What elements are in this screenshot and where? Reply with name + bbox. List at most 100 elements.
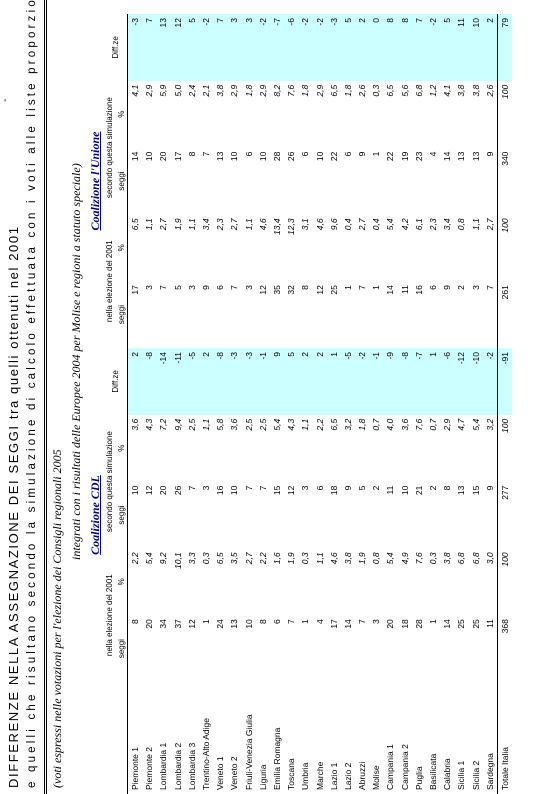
diff-cell: -8: [397, 347, 412, 415]
seats-cell: 3: [201, 485, 212, 491]
seats-cell: 16: [215, 485, 226, 496]
percent-cell: 1,1: [300, 418, 311, 431]
seats-cell: 7: [158, 285, 169, 290]
seats-cell: 19: [399, 151, 410, 162]
subheader: nella elezione del 2001: [104, 240, 114, 323]
title: e quelli che risultano secondo la simula…: [26, 0, 38, 788]
seats-cell: 1: [428, 619, 439, 624]
table-row: Molise 3 0,8 2 0,7 -1 1 0,4 1 0,3 0: [369, 14, 384, 794]
percent-cell: 1,9: [357, 552, 368, 565]
percent-cell: 6,8: [470, 552, 481, 565]
percent-cell: 4,3: [144, 418, 155, 431]
percent-cell: 3,3: [186, 552, 197, 565]
table-row: Campania 1 20 5,4 11 4,0 -9 14 5,4 22 6,5 8: [383, 14, 398, 794]
diff-cell: -2: [198, 14, 214, 81]
diff-cell: 2: [482, 14, 498, 81]
percent-cell: 2,9: [229, 84, 240, 97]
diff-cell: -6: [440, 347, 455, 415]
region-name: Piemonte 2: [144, 747, 155, 790]
percent-cell: 3,4: [201, 218, 212, 231]
region-name: Lazio 1: [328, 762, 339, 790]
seats-cell: 12: [286, 485, 297, 496]
seats-cell: 12: [257, 285, 268, 295]
seats-cell: 1: [201, 619, 212, 624]
rule: [44, 0, 45, 794]
seats-cell: 26: [172, 485, 183, 496]
percent-cell: 3,2: [484, 418, 495, 431]
percent-cell: 6,5: [328, 84, 339, 97]
percent-cell: 2,5: [186, 418, 197, 431]
seats-cell: 7: [243, 485, 254, 491]
table-row: Toscana 7 1,9 12 4,3 5 32 12,3 26 7,6 -6: [284, 14, 299, 794]
percent-cell: 1,1: [144, 218, 155, 231]
percent-cell: 3,8: [342, 552, 353, 565]
percent-cell: 1,9: [286, 552, 297, 565]
percent-cell: 2,1: [201, 84, 212, 97]
unit-header: seggi: [115, 147, 128, 215]
diff-cell: 5: [184, 14, 199, 81]
percent-cell: 5,4: [385, 552, 396, 565]
seats-cell: 5: [357, 485, 368, 491]
percent-cell: 1,1: [243, 218, 254, 231]
seats-cell: 6: [342, 151, 353, 157]
seats-cell: 6: [314, 485, 325, 491]
seats-cell: 4: [428, 151, 439, 157]
percent-cell: 3,8: [215, 84, 226, 97]
subtitle: integrati con i risultati delle Europee …: [69, 163, 83, 560]
seats-cell: 9: [201, 285, 212, 290]
diff-cell: -8: [142, 347, 157, 415]
unit-header: %: [115, 214, 128, 282]
percent-cell: 9,6: [328, 218, 339, 231]
percent-cell: 4,7: [456, 418, 467, 431]
seats-cell: 5: [172, 285, 183, 290]
seats-cell: 32: [286, 285, 297, 295]
seats-cell: 25: [456, 619, 467, 629]
percent-cell: 2,4: [186, 84, 197, 97]
percent-cell: 2,6: [357, 84, 368, 97]
seats-cell: 4: [314, 619, 325, 624]
diff-cell: 12: [170, 14, 185, 81]
seats-cell: 16: [413, 285, 424, 295]
region-name: Lombardia 2: [172, 742, 183, 790]
seats-cell: 277: [497, 481, 513, 549]
percent-cell: 4,0: [385, 418, 396, 431]
percent-cell: 2,2: [257, 552, 268, 565]
seats-cell: 3: [300, 485, 311, 491]
percent-cell: 2,2: [130, 552, 141, 565]
seats-cell: 7: [229, 285, 240, 290]
percent-cell: 5,6: [399, 84, 410, 97]
seats-cell: 12: [144, 485, 155, 496]
percent-cell: 6,1: [413, 218, 424, 231]
seats-cell: 28: [271, 151, 282, 162]
seats-cell: 11: [385, 485, 396, 495]
region-name: Abruzzi: [357, 761, 368, 790]
percent-cell: 1,1: [470, 218, 481, 231]
diff-cell: -1: [255, 347, 270, 415]
seats-cell: 37: [172, 619, 183, 629]
percent-cell: 7,2: [158, 418, 169, 431]
seats-cell: 13: [456, 151, 467, 162]
diff-cell: 2: [312, 347, 327, 415]
seats-cell: 20: [144, 619, 155, 629]
seats-cell: 24: [215, 619, 226, 629]
diff-cell: 2: [198, 347, 214, 415]
seats-cell: 14: [130, 151, 141, 162]
region-name: Piemonte 1: [130, 747, 141, 790]
percent-cell: 1,2: [428, 84, 439, 97]
percent-cell: 3,4: [442, 218, 453, 231]
seats-cell: 20: [385, 619, 396, 629]
table-row: Umbria 1 0,3 3 1,1 2 8 3,1 6 1,8 -2: [298, 14, 313, 794]
seats-cell: 13: [229, 619, 240, 629]
percent-cell: 3,2: [342, 418, 353, 431]
diff-cell: -12: [454, 347, 469, 415]
seats-cell: 14: [342, 619, 353, 629]
seats-cell: 6: [271, 619, 282, 624]
seats-cell: 18: [399, 619, 410, 629]
percent-cell: 2,7: [357, 218, 368, 231]
seats-cell: 9: [484, 151, 495, 157]
percent-cell: 10,1: [172, 552, 183, 569]
percent-cell: 3,1: [300, 218, 311, 231]
seats-cell: 3: [144, 285, 155, 290]
seats-cell: 11: [399, 285, 410, 295]
diff-cell: -2: [298, 14, 313, 81]
